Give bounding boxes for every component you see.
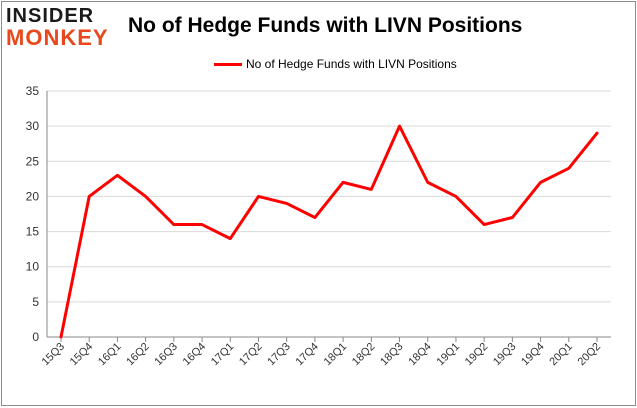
y-tick-label-20: 20	[26, 189, 40, 203]
insider-monkey-logo: INSIDER MONKEY	[6, 6, 118, 49]
legend-swatch	[214, 62, 242, 66]
y-tick-label-10: 10	[26, 260, 40, 274]
x-tick-label-17Q2: 17Q2	[237, 341, 265, 369]
series-layer	[59, 124, 599, 339]
x-tick-label-19Q3: 19Q3	[491, 341, 519, 369]
x-tick-label-18Q4: 18Q4	[406, 341, 434, 369]
logo-line-2: MONKEY	[6, 25, 109, 50]
x-tick-label-19Q1: 19Q1	[435, 341, 463, 369]
y-tick-label-25: 25	[26, 154, 40, 168]
series-line-0	[59, 124, 599, 339]
x-tick-label-18Q2: 18Q2	[350, 341, 378, 369]
x-tick-label-19Q2: 19Q2	[463, 341, 491, 369]
logo-line-1: INSIDER	[6, 5, 95, 27]
y-tick-label-15: 15	[26, 225, 40, 239]
x-tick-label-20Q2: 20Q2	[576, 341, 604, 369]
x-tick-label-16Q1: 16Q1	[96, 341, 124, 369]
axis-layer	[46, 91, 611, 342]
x-tick-label-17Q1: 17Q1	[209, 341, 237, 369]
x-tick-label-17Q4: 17Q4	[293, 341, 321, 369]
legend-label: No of Hedge Funds with LIVN Positions	[246, 57, 457, 71]
x-tick-label-16Q2: 16Q2	[124, 341, 152, 369]
legend: No of Hedge Funds with LIVN Positions	[214, 57, 457, 71]
x-tick-label-16Q3: 16Q3	[152, 341, 180, 369]
chart-title: No of Hedge Funds with LIVN Positions	[128, 14, 523, 37]
x-tick-label-18Q1: 18Q1	[322, 341, 350, 369]
x-tick-label-16Q4: 16Q4	[181, 341, 209, 369]
y-tick-label-5: 5	[32, 295, 39, 309]
x-tick-label-15Q4: 15Q4	[68, 341, 96, 369]
y-tick-label-30: 30	[26, 119, 40, 133]
x-tick-label-20Q1: 20Q1	[547, 341, 575, 369]
y-tick-label-35: 35	[26, 84, 40, 98]
x-tick-label-17Q3: 17Q3	[265, 341, 293, 369]
x-tick-label-15Q3: 15Q3	[40, 341, 68, 369]
x-tick-label-18Q3: 18Q3	[378, 341, 406, 369]
grid-layer	[47, 90, 611, 303]
y-tick-label-0: 0	[32, 330, 39, 344]
x-tick-label-19Q4: 19Q4	[519, 341, 547, 369]
